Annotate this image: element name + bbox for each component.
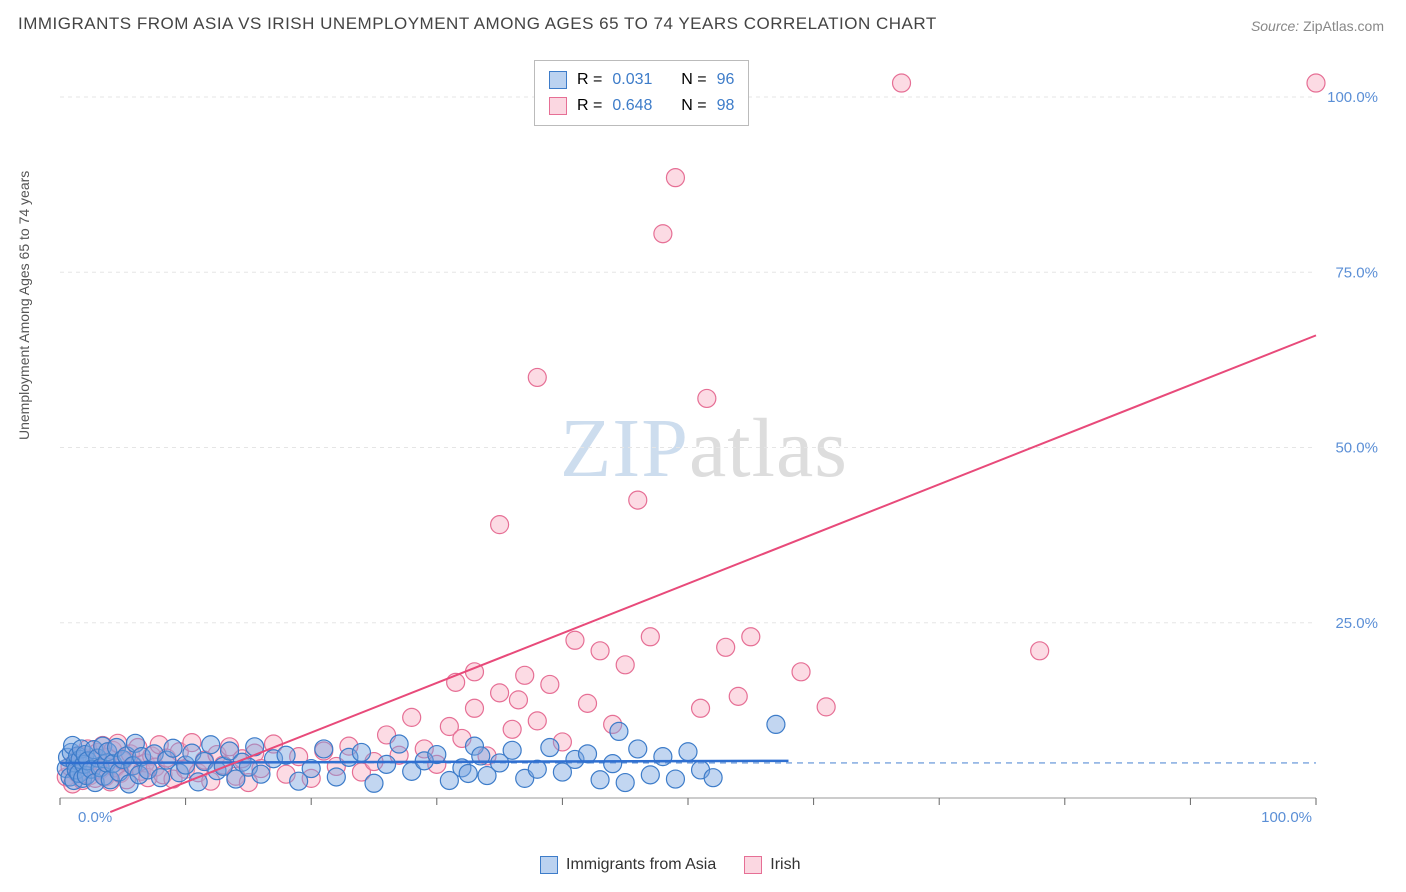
y-axis-label: Unemployment Among Ages 65 to 74 years <box>16 171 32 440</box>
svg-text:100.0%: 100.0% <box>1327 89 1378 106</box>
swatch-blue-icon <box>540 856 558 874</box>
source-value: ZipAtlas.com <box>1303 18 1384 34</box>
scatter-plot: 25.0% 50.0% 75.0% 100.0% 0.0% 100.0% <box>52 58 1386 828</box>
legend-label-pink: Irish <box>770 856 800 874</box>
legend-item-blue: Immigrants from Asia <box>540 856 716 874</box>
stats-row-pink: R = 0.648 N = 98 <box>549 93 734 119</box>
svg-text:100.0%: 100.0% <box>1261 809 1312 826</box>
source-label: Source: <box>1251 18 1299 34</box>
legend-label-blue: Immigrants from Asia <box>566 856 716 874</box>
n-value-pink: 98 <box>717 93 735 119</box>
legend-item-pink: Irish <box>744 856 800 874</box>
stats-row-blue: R = 0.031 N = 96 <box>549 67 734 93</box>
n-value-blue: 96 <box>717 67 735 93</box>
swatch-blue-icon <box>549 71 567 89</box>
svg-text:50.0%: 50.0% <box>1335 440 1378 457</box>
r-value-blue: 0.031 <box>612 67 652 93</box>
n-label: N = <box>681 93 706 119</box>
r-label: R = <box>577 67 602 93</box>
plot-svg: 25.0% 50.0% 75.0% 100.0% 0.0% 100.0% <box>52 58 1386 828</box>
svg-text:75.0%: 75.0% <box>1335 264 1378 281</box>
correlation-stats-box: R = 0.031 N = 96 R = 0.648 N = 98 <box>534 60 749 126</box>
chart-title: IMMIGRANTS FROM ASIA VS IRISH UNEMPLOYME… <box>18 14 937 34</box>
source-attribution: Source: ZipAtlas.com <box>1251 18 1384 34</box>
n-label: N = <box>681 67 706 93</box>
svg-text:25.0%: 25.0% <box>1335 615 1378 632</box>
swatch-pink-icon <box>549 97 567 115</box>
r-label: R = <box>577 93 602 119</box>
r-value-pink: 0.648 <box>612 93 652 119</box>
svg-text:0.0%: 0.0% <box>78 809 112 826</box>
swatch-pink-icon <box>744 856 762 874</box>
bottom-legend: Immigrants from Asia Irish <box>540 856 801 874</box>
